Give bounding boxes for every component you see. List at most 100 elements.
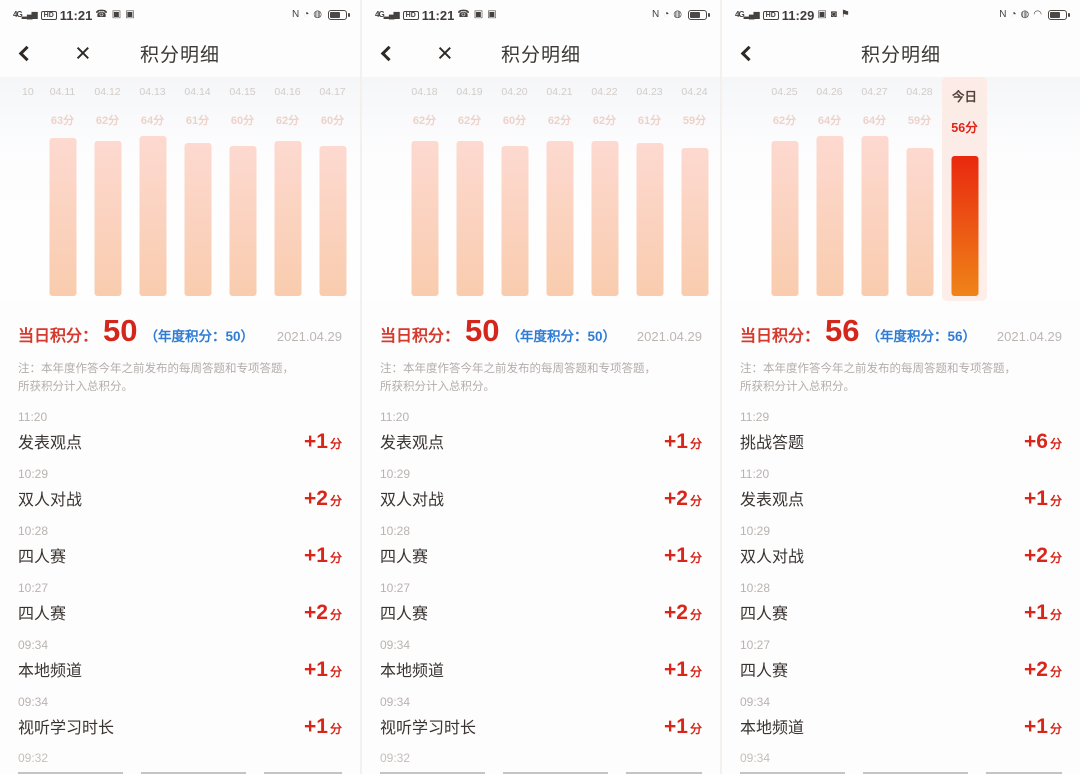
close-icon[interactable]: × <box>437 37 453 68</box>
note-line-2: 所获积分计入总积分。 <box>380 380 495 393</box>
signal-4g-icon: 4G▂▄▆ <box>735 10 760 19</box>
points-unit: 分 <box>1049 493 1062 508</box>
entry-points: +1 分 <box>304 715 342 739</box>
hd-icon: HD <box>762 10 779 20</box>
points-list[interactable]: 11:20 发表观点 +1 分 10:29 双人对战 +2 分 10:28 四人赛 … <box>0 397 360 774</box>
chart-column[interactable]: 04.21 62分 <box>537 77 582 301</box>
points-unit: 分 <box>1049 664 1062 679</box>
points-list[interactable]: 11:20 发表观点 +1 分 10:29 双人对战 +2 分 10:28 四人赛 … <box>362 397 720 774</box>
status-right: N ◔ ◍ <box>651 9 710 20</box>
bar-date-label: 04.21 <box>546 86 573 98</box>
chart-column[interactable]: 04.11 63分 <box>40 77 85 301</box>
entry-points: +1 分 <box>304 430 342 454</box>
phone-icon: ☎ <box>457 9 470 20</box>
entry-points: +1 分 <box>664 430 702 454</box>
chart-column[interactable]: 04.26 64分 <box>807 77 852 301</box>
bar-value-label: 59分 <box>682 115 707 127</box>
chart-column[interactable]: 04.15 60分 <box>220 77 265 301</box>
status-bar: 4G▂▄▆ HD 11:21 ☎ ▣ ▣ N ◔ ◍ <box>0 0 360 30</box>
chart-column[interactable]: 04.28 59分 <box>897 77 942 301</box>
list-item: 10:27 四人赛 +2 分 <box>740 625 1062 682</box>
daily-points-label: 当日积分： <box>380 328 461 345</box>
daily-points-value: 56 <box>825 313 860 348</box>
entry-name: 双人对战 <box>380 491 445 509</box>
chart-column[interactable]: 今日 56分 <box>942 77 987 301</box>
entry-row: 发表观点 +1 分 <box>740 486 1062 511</box>
entry-time: 10:27 <box>18 580 49 595</box>
entry-name: 发表观点 <box>380 434 445 452</box>
list-divider <box>380 771 702 774</box>
bar <box>501 146 528 296</box>
page-title: 积分明细 <box>139 45 220 66</box>
entry-row: 四人赛 +1 分 <box>380 543 702 568</box>
chart-columns: 04.11 63分 04.12 62分 04.13 64分 04.14 61分 … <box>0 77 360 301</box>
chart-column[interactable]: 04.24 59分 <box>672 77 717 301</box>
entry-time: 10:29 <box>740 523 771 538</box>
points-value: +1 <box>1024 600 1048 624</box>
note-line-2: 所获积分计入总积分。 <box>740 380 855 393</box>
bar <box>906 148 933 296</box>
back-icon[interactable] <box>740 45 757 62</box>
entry-row: 发表观点 +1 分 <box>380 429 702 454</box>
entry-name: 四人赛 <box>380 548 429 566</box>
bar-date-label: 04.18 <box>411 86 438 98</box>
chart-column[interactable]: 04.13 64分 <box>130 77 175 301</box>
bar <box>456 141 483 296</box>
points-value: +2 <box>664 486 688 510</box>
points-list[interactable]: 11:29 挑战答题 +6 分 11:20 发表观点 +1 分 10:29 双人对战… <box>722 397 1080 774</box>
list-divider <box>740 771 1062 774</box>
entry-name: 视听学习时长 <box>18 719 115 737</box>
entry-time: 10:29 <box>380 466 411 481</box>
note-line-1: 注：本年度作答今年之前发布的每周答题和专项答题， <box>18 363 294 375</box>
annual-points-label: （年度积分：50） <box>144 329 255 344</box>
bar-value-label: 59分 <box>907 115 932 127</box>
bar <box>636 143 663 296</box>
back-icon[interactable] <box>18 45 35 62</box>
entry-points: +2 分 <box>1024 658 1062 682</box>
data-saver-icon: ◍ <box>673 9 682 20</box>
bar-value-label: 64分 <box>862 115 887 127</box>
chart-column[interactable]: 04.19 62分 <box>447 77 492 301</box>
daily-points-value: 50 <box>465 313 500 348</box>
entry-name: 本地频道 <box>380 662 445 680</box>
chart-column[interactable]: 04.18 62分 <box>402 77 447 301</box>
entry-row: 四人赛 +1 分 <box>740 600 1062 625</box>
phone-screenshot: 4G▂▄▆ HD 11:21 ☎ ▣ ▣ N ◔ ◍ × 积分明细 04.18 62分 0… <box>360 0 720 774</box>
chart-column[interactable]: 04.22 62分 <box>582 77 627 301</box>
bar-date-label: 04.23 <box>636 86 663 98</box>
close-icon[interactable]: × <box>75 37 91 68</box>
nfc-icon: N <box>651 9 660 20</box>
entry-points: +1 分 <box>304 658 342 682</box>
bar-date-label: 04.24 <box>681 86 708 98</box>
status-right: N ◔ ◍ ◠ <box>999 10 1070 20</box>
chart-column[interactable]: 04.12 62分 <box>85 77 130 301</box>
entry-name: 双人对战 <box>18 491 83 509</box>
data-saver-icon: ◍ <box>313 9 322 20</box>
bar-value-label: 62分 <box>772 115 797 127</box>
entry-time: 09:34 <box>740 750 771 765</box>
points-bar-chart: 10 04.11 63分 04.12 62分 04.13 64分 04.14 6… <box>0 77 360 301</box>
chart-column[interactable]: 04.17 60分 <box>310 77 355 301</box>
back-icon[interactable] <box>380 45 397 62</box>
points-value: +1 <box>304 543 328 567</box>
points-unit: 分 <box>689 664 702 679</box>
chart-column[interactable]: 04.23 61分 <box>627 77 672 301</box>
alarm-icon: ◔ <box>663 9 670 20</box>
bar-value-label: 62分 <box>457 115 482 127</box>
chart-column[interactable]: 04.16 62分 <box>265 77 310 301</box>
points-unit: 分 <box>1049 550 1062 565</box>
bar <box>546 141 573 296</box>
chart-column[interactable]: 04.25 62分 <box>762 77 807 301</box>
chart-column[interactable]: 04.27 64分 <box>852 77 897 301</box>
camera-icon: ◙ <box>830 9 837 20</box>
chart-column[interactable]: 04.14 61分 <box>175 77 220 301</box>
bar-value-label: 64分 <box>817 115 842 127</box>
summary-date: 2021.04.29 <box>636 329 702 344</box>
list-item: 11:20 发表观点 +1 分 <box>380 397 702 454</box>
entry-time: 09:34 <box>380 694 411 709</box>
entry-time: 09:34 <box>18 637 49 652</box>
chart-column[interactable]: 04.20 60分 <box>492 77 537 301</box>
points-unit: 分 <box>689 550 702 565</box>
entry-row: 双人对战 +2 分 <box>18 486 342 511</box>
bar <box>229 146 256 296</box>
